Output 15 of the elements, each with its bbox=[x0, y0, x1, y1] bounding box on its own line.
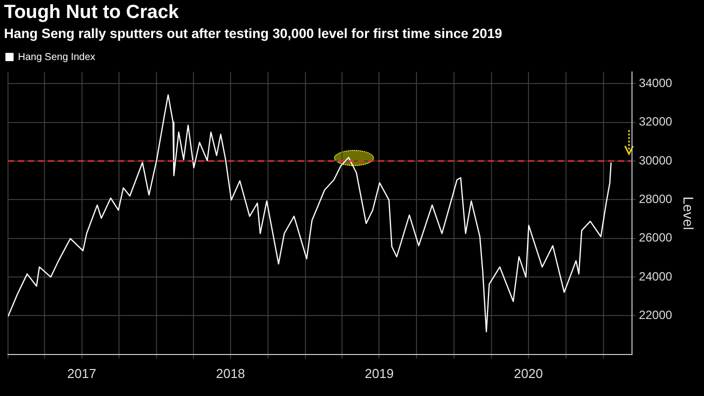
chart-title: Tough Nut to Crack bbox=[4, 2, 179, 24]
y-axis-title: Level bbox=[680, 196, 697, 230]
x-tick-label: 2018 bbox=[216, 366, 245, 381]
x-tick-label: 2019 bbox=[364, 366, 394, 381]
legend-label: Hang Seng Index bbox=[18, 52, 96, 63]
x-tick-label: 2020 bbox=[514, 366, 543, 381]
chart-subtitle: Hang Seng rally sputters out after testing 30,000 level for first time since 2019 bbox=[4, 26, 502, 41]
y-tick-label: 32000 bbox=[638, 114, 673, 129]
y-tick-label: 26000 bbox=[638, 230, 673, 245]
y-tick-label: 24000 bbox=[638, 269, 673, 284]
y-tick-label: 22000 bbox=[638, 308, 673, 322]
x-tick-label: 2017 bbox=[67, 366, 96, 381]
y-tick-label: 28000 bbox=[638, 192, 673, 206]
y-tick-label: 34000 bbox=[638, 76, 673, 90]
y-tick-label: 30000 bbox=[638, 153, 673, 168]
